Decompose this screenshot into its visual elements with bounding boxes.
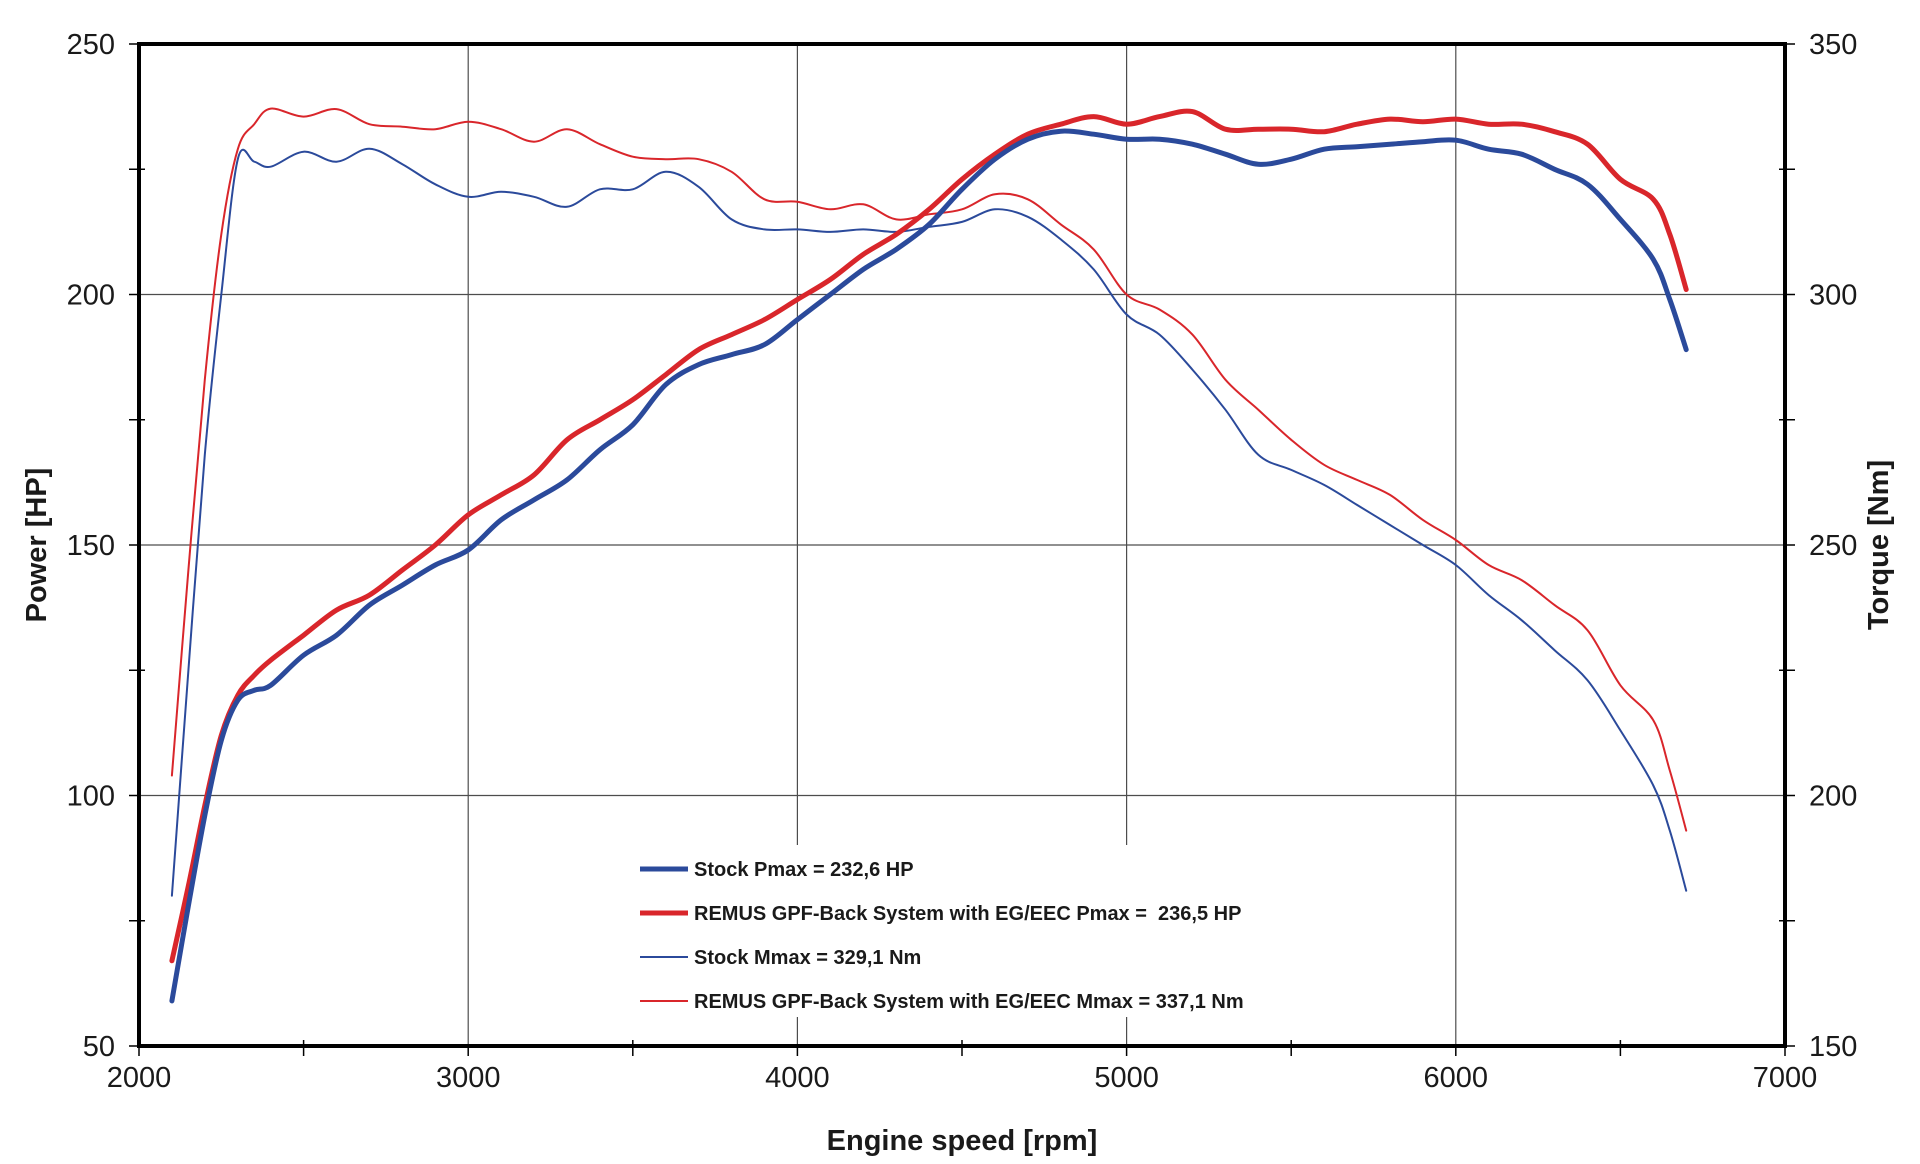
x-tick-label: 2000 bbox=[107, 1062, 172, 1094]
legend: Stock Pmax = 232,6 HP REMUS GPF-Back Syst… bbox=[628, 845, 1298, 1017]
x-tick-label: 6000 bbox=[1424, 1062, 1489, 1094]
y-right-axis-title: Torque [Nm] bbox=[1863, 460, 1895, 630]
y-right-tick-label: 350 bbox=[1809, 29, 1857, 61]
legend-label: REMUS GPF-Back System with EG/EEC Pmax =… bbox=[694, 903, 1241, 925]
y-right-tick-label: 300 bbox=[1809, 280, 1857, 312]
y-left-tick-label: 200 bbox=[67, 280, 115, 312]
series-layer bbox=[169, 107, 1689, 1004]
y-left-tick-labels: 50 100 150 200 250 bbox=[67, 29, 115, 1063]
legend-label: Stock Pmax = 232,6 HP bbox=[694, 859, 914, 881]
x-tick-label: 5000 bbox=[1094, 1062, 1159, 1094]
y-left-tick-label: 50 bbox=[83, 1031, 115, 1063]
x-axis-title: Engine speed [rpm] bbox=[827, 1125, 1098, 1157]
y-right-tick-label: 250 bbox=[1809, 530, 1857, 562]
x-tick-label: 4000 bbox=[765, 1062, 830, 1094]
y-right-tick-labels: 150 200 250 300 350 bbox=[1809, 29, 1857, 1063]
y-right-tick-label: 150 bbox=[1809, 1031, 1857, 1063]
y-left-axis-title: Power [HP] bbox=[21, 468, 53, 623]
x-tick-label: 3000 bbox=[436, 1062, 501, 1094]
y-left-tick-label: 250 bbox=[67, 29, 115, 61]
y-left-tick-label: 150 bbox=[67, 530, 115, 562]
stock-torque-line bbox=[170, 147, 1688, 897]
legend-label: REMUS GPF-Back System with EG/EEC Mmax =… bbox=[694, 991, 1244, 1013]
stock-power-line bbox=[169, 128, 1689, 1004]
y-left-tick-label: 100 bbox=[67, 781, 115, 813]
plot-frame bbox=[137, 42, 1787, 1048]
legend-label: Stock Mmax = 329,1 Nm bbox=[694, 947, 921, 969]
x-tick-label: 7000 bbox=[1753, 1062, 1818, 1094]
x-tick-labels: 2000 3000 4000 5000 6000 7000 bbox=[107, 1062, 1818, 1094]
remus-power-line bbox=[169, 108, 1689, 964]
remus-torque-line bbox=[170, 107, 1688, 832]
grid bbox=[139, 44, 1785, 1046]
y-right-tick-label: 200 bbox=[1809, 781, 1857, 813]
legend-background bbox=[628, 845, 1298, 1017]
